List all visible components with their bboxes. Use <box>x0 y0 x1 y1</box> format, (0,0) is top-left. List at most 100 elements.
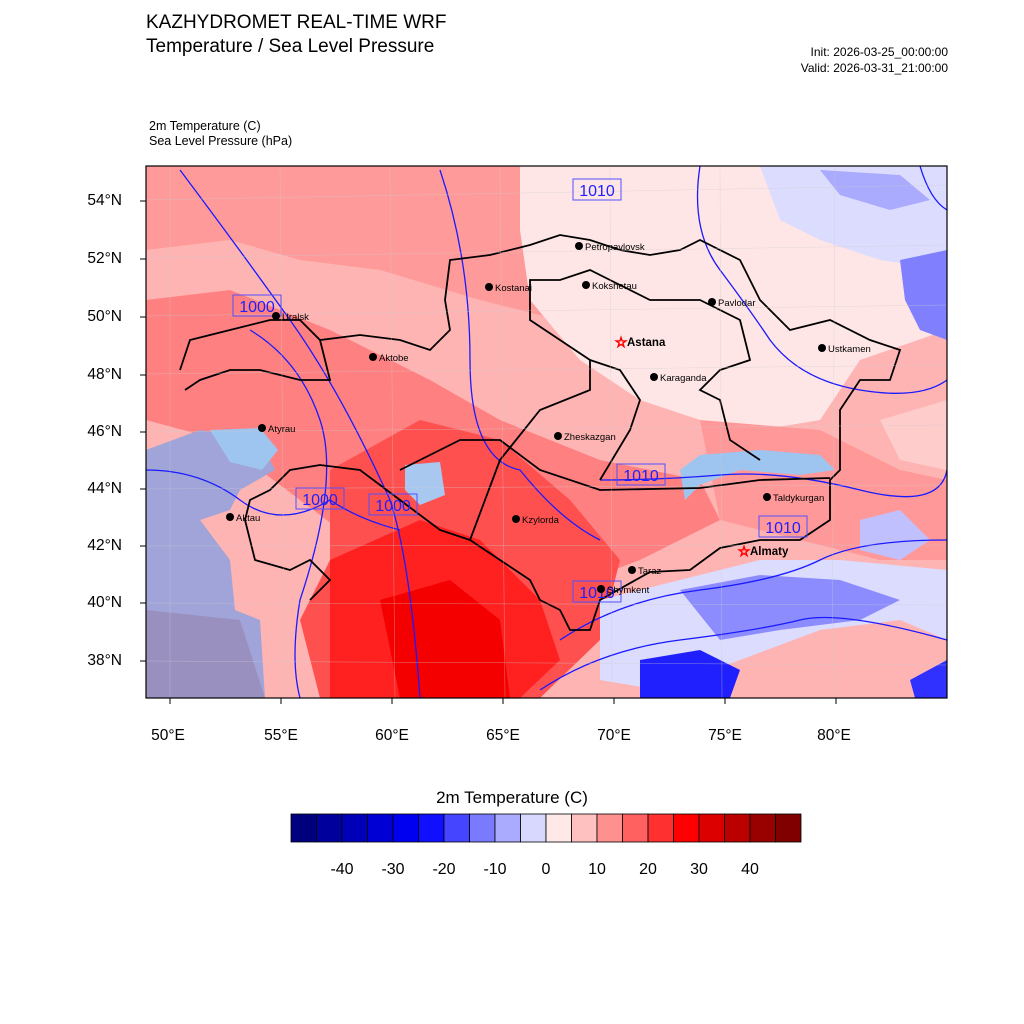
isobar-label: 1010 <box>616 463 666 486</box>
city-dot-icon <box>597 585 605 593</box>
colorbar-tick-label: -30 <box>381 861 405 878</box>
colorbar-swatch <box>443 813 470 843</box>
lon-label-55: 55°E <box>264 727 298 744</box>
colorbar-swatch <box>494 813 521 843</box>
colorbar-swatch <box>749 813 776 843</box>
city-uralsk: Uralsk <box>272 312 309 323</box>
svg-text:1010: 1010 <box>765 520 801 537</box>
capital-star-icon: ☆ <box>738 543 751 559</box>
colorbar-swatch <box>596 813 623 843</box>
city-karaganda: Karaganda <box>650 373 707 384</box>
colorbar <box>290 813 802 843</box>
colorbar-swatch <box>647 813 674 843</box>
isobar-label: 1010 <box>572 178 622 201</box>
lat-label-38: 38°N <box>87 652 122 669</box>
city-dot-icon <box>575 242 583 250</box>
isobar-labels: 1010 1000 1000 1000 1010 1010 1010 <box>232 178 808 603</box>
lat-label-50: 50°N <box>87 308 122 325</box>
capital-star-icon: ☆ <box>615 334 628 350</box>
city-dot-icon <box>369 353 377 361</box>
colorbar-swatch <box>545 813 572 843</box>
city-label: Aktobe <box>379 353 409 364</box>
city-dot-icon <box>272 312 280 320</box>
isobar-label: 1000 <box>368 493 418 516</box>
city-kokshetau: Kokshetau <box>582 281 637 292</box>
lon-label-75: 75°E <box>708 727 742 744</box>
init-time: Init: 2026-03-25_00:00:00 <box>810 45 948 59</box>
city-dot-icon <box>554 432 562 440</box>
city-kostanai: Kostanai <box>485 283 532 294</box>
chart-subtitle: Temperature / Sea Level Pressure <box>146 36 435 57</box>
city-dot-icon <box>512 515 520 523</box>
city-dot-icon <box>628 566 636 574</box>
city-dot-icon <box>582 281 590 289</box>
city-markers: Petropavlovsk Kostanai Kokshetau Pavlodar Ur… <box>226 242 871 596</box>
city-dot-icon <box>226 513 234 521</box>
city-taldykurgan: Taldykurgan <box>763 493 824 504</box>
lon-label-60: 60°E <box>375 727 409 744</box>
lon-label-70: 70°E <box>597 727 631 744</box>
colorbar-tick-label: 40 <box>741 861 759 878</box>
city-dot-icon <box>485 283 493 291</box>
lat-label-46: 46°N <box>87 423 122 440</box>
lon-label-50: 50°E <box>151 727 185 744</box>
graticule <box>146 166 947 698</box>
city-label: Karaganda <box>660 373 707 384</box>
field-label-temperature: 2m Temperature (C) <box>149 119 261 133</box>
city-label: Ustkamen <box>828 344 871 355</box>
city-label: Kokshetau <box>592 281 637 292</box>
colorbar-tick-label: 0 <box>541 861 551 878</box>
colorbar-title: 2m Temperature (C) <box>436 788 588 807</box>
city-label: Kzylorda <box>522 515 560 526</box>
colorbar-swatch <box>698 813 725 843</box>
city-label: Uralsk <box>282 312 309 323</box>
colorbar-swatch <box>341 813 368 843</box>
city-dot-icon <box>763 493 771 501</box>
svg-text:1000: 1000 <box>239 299 275 316</box>
city-shymkent: Shymkent <box>597 585 650 596</box>
colorbar-tick-label: -20 <box>432 861 456 878</box>
field-label-pressure: Sea Level Pressure (hPa) <box>149 134 293 148</box>
colorbar-swatch <box>775 813 802 843</box>
pressure-isobars <box>146 166 947 698</box>
colorbar-tick-label: 20 <box>639 861 657 878</box>
lat-label-48: 48°N <box>87 366 122 383</box>
city-ustkamen: Ustkamen <box>818 344 871 355</box>
city-pavlodar: Pavlodar <box>708 298 756 309</box>
city-dot-icon <box>818 344 826 352</box>
svg-text:1010: 1010 <box>623 468 659 485</box>
city-label: Zheskazgan <box>564 432 616 443</box>
city-label: Taraz <box>638 566 661 577</box>
city-petropavlovsk: Petropavlovsk <box>575 242 645 253</box>
lat-label-40: 40°N <box>87 594 122 611</box>
city-label: Astana <box>627 337 666 349</box>
colorbar-swatch <box>724 813 751 843</box>
lat-label-44: 44°N <box>87 480 122 497</box>
city-astana: ☆ Astana <box>614 334 666 351</box>
city-aktobe: Aktobe <box>369 353 409 364</box>
svg-text:1000: 1000 <box>375 498 411 515</box>
city-dot-icon <box>650 373 658 381</box>
city-kzylorda: Kzylorda <box>512 515 560 526</box>
lon-label-65: 65°E <box>486 727 520 744</box>
colorbar-swatch <box>316 813 343 843</box>
colorbar-swatch <box>673 813 700 843</box>
isobar-label: 1000 <box>232 294 282 317</box>
isobar-label: 1010 <box>572 580 622 603</box>
lat-label-54: 54°N <box>87 192 122 209</box>
axis-ticks <box>140 200 837 704</box>
city-almaty: ☆ Almaty <box>737 543 789 560</box>
colorbar-swatch <box>571 813 598 843</box>
valid-time: Valid: 2026-03-31_21:00:00 <box>800 61 948 75</box>
country-borders <box>179 234 902 631</box>
city-aktau: Aktau <box>226 513 260 524</box>
city-label: Taldykurgan <box>773 493 824 504</box>
city-zheskazgan: Zheskazgan <box>554 432 616 443</box>
colorbar-swatch <box>392 813 419 843</box>
colorbar-swatch <box>520 813 547 843</box>
colorbar-swatch <box>469 813 496 843</box>
isobar-label: 1010 <box>758 515 808 538</box>
city-label: Almaty <box>750 546 789 558</box>
city-label: Atyrau <box>268 424 295 435</box>
